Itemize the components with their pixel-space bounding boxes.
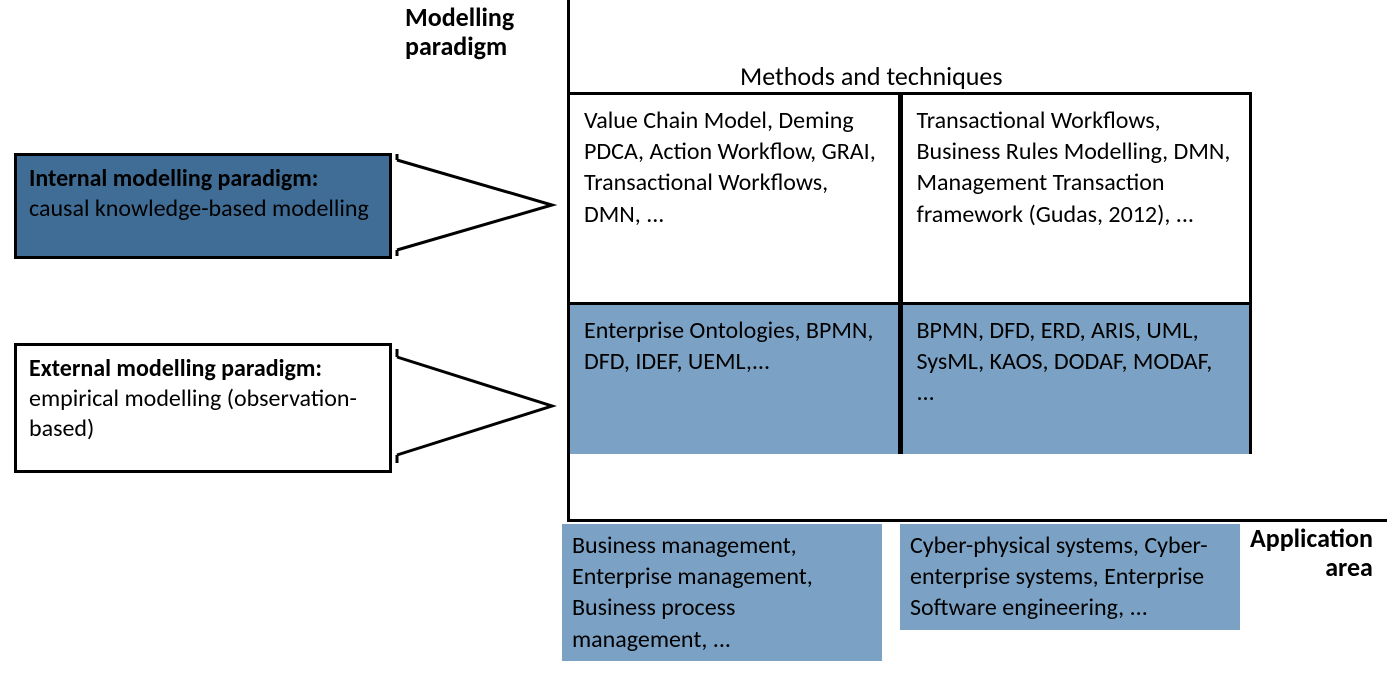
external-paradigm-title: External modelling paradigm:: [29, 354, 322, 383]
external-paradigm-subtitle: empirical modelling (observation-based): [29, 384, 357, 443]
y-axis-label: Modelling paradigm: [405, 3, 514, 60]
matrix-row-external: Enterprise Ontologies, BPMN, DFD, IDEF, …: [570, 304, 1250, 454]
y-axis-label-line2: paradigm: [405, 30, 507, 62]
internal-paradigm-subtitle: causal knowledge-based modelling: [29, 194, 369, 223]
matrix-cell-r1c1: BPMN, DFD, ERD, ARIS, UML, SysML, KAOS, …: [900, 304, 1250, 454]
x-axis-label-line1: Application: [1250, 522, 1373, 554]
internal-paradigm-box: Internal modelling paradigm: causal know…: [14, 153, 392, 259]
matrix-cell-r0c1: Transactional Workflows, Business Rules …: [900, 94, 1250, 304]
x-axis-label: Application area: [1250, 524, 1373, 581]
arrow-internal-icon: [392, 140, 562, 270]
x-axis-label-line2: area: [1325, 551, 1373, 583]
matrix-cell-r0c0: Value Chain Model, Deming PDCA, Action W…: [570, 94, 900, 304]
matrix-cell-r1c0: Enterprise Ontologies, BPMN, DFD, IDEF, …: [570, 304, 900, 454]
arrow-external-icon: [392, 335, 562, 477]
x-axis-top-header: Methods and techniques: [740, 60, 1003, 92]
methods-matrix: Value Chain Model, Deming PDCA, Action W…: [570, 92, 1252, 454]
internal-paradigm-title: Internal modelling paradigm:: [29, 164, 318, 193]
external-paradigm-box: External modelling paradigm: empirical m…: [14, 343, 392, 473]
y-axis-label-line1: Modelling: [405, 1, 514, 33]
application-area-right: Cyber-physical systems, Cyber-enterprise…: [900, 524, 1240, 630]
matrix-row-internal: Value Chain Model, Deming PDCA, Action W…: [570, 94, 1250, 304]
application-area-left: Business management, Enterprise manageme…: [562, 524, 882, 661]
